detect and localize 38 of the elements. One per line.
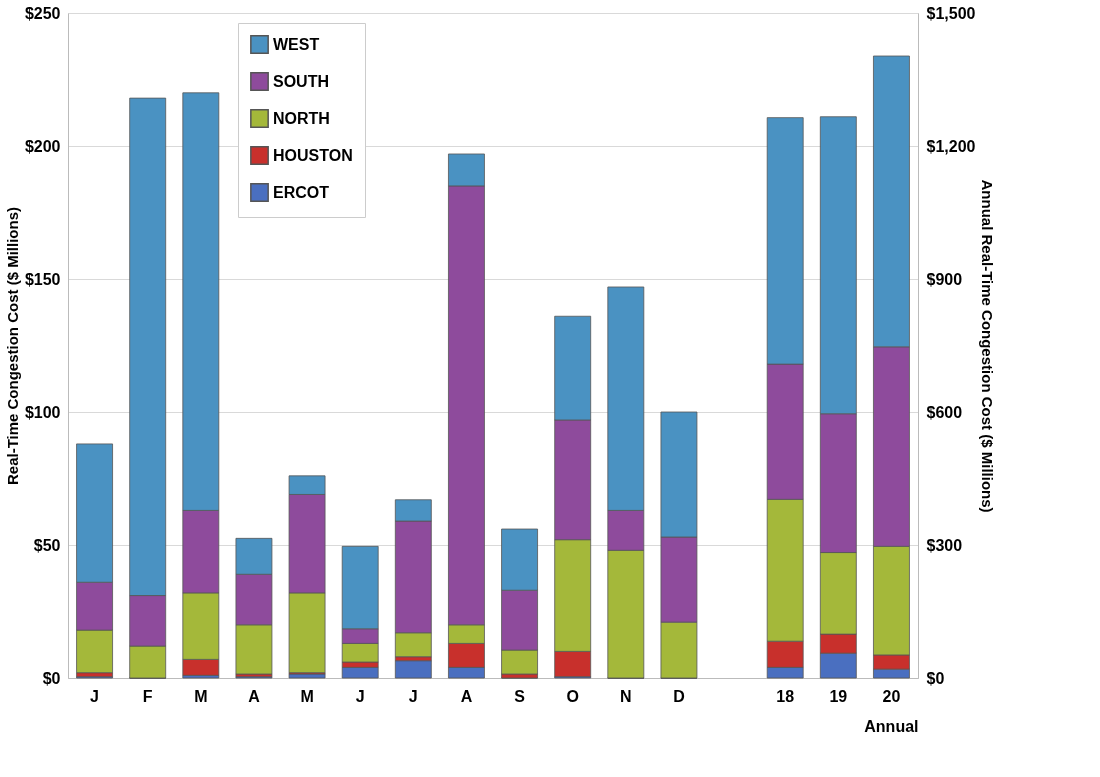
x-tick-label: 18: [776, 687, 795, 705]
x-tick-label: A: [460, 687, 473, 705]
y-tick-label: $100: [24, 403, 61, 421]
x-axis-title: Annual: [864, 717, 919, 735]
x-tick-label: J: [355, 687, 365, 705]
x-tick-label: D: [673, 687, 685, 705]
legend-label: WEST: [273, 35, 320, 53]
x-tick-label: J: [408, 687, 418, 705]
x-tick-label: M: [300, 687, 314, 705]
legend-label: HOUSTON: [273, 146, 353, 164]
legend-label: SOUTH: [273, 72, 329, 90]
x-tick-label: A: [248, 687, 261, 705]
x-tick-label: S: [514, 687, 526, 705]
y-tick-label: $50: [33, 536, 61, 554]
x-tick-label: M: [194, 687, 208, 705]
y2-tick-label: $0: [926, 669, 945, 687]
bar: [394, 660, 432, 679]
y-tick-label: $150: [24, 270, 61, 288]
y2-tick-label: $1,200: [926, 137, 976, 155]
y-tick-label: $250: [24, 4, 61, 22]
legend-label: NORTH: [273, 109, 330, 127]
y2-tick-label: $900: [926, 270, 963, 288]
y2-tick-label: $300: [926, 536, 963, 554]
x-tick-label: O: [566, 687, 579, 705]
x-tick-label: F: [142, 687, 153, 705]
x-tick-label: J: [90, 687, 100, 705]
bar: [288, 673, 326, 679]
y-tick-label: $200: [24, 137, 61, 155]
legend-label: ERCOT: [273, 183, 330, 201]
x-tick-label: 20: [882, 687, 901, 705]
y2-tick-label: $600: [926, 403, 963, 421]
x-tick-label: N: [620, 687, 632, 705]
y2-tick-label: $1,500: [926, 4, 976, 22]
y-tick-label: $0: [42, 669, 61, 687]
x-tick-label: 19: [829, 687, 848, 705]
y2-axis-title: Annual Real-Time Congestion Cost ($ Millions): [979, 179, 997, 513]
y-axis-title: Real-Time Congestion Cost ($ Millions): [3, 206, 21, 486]
bar: [341, 666, 379, 679]
